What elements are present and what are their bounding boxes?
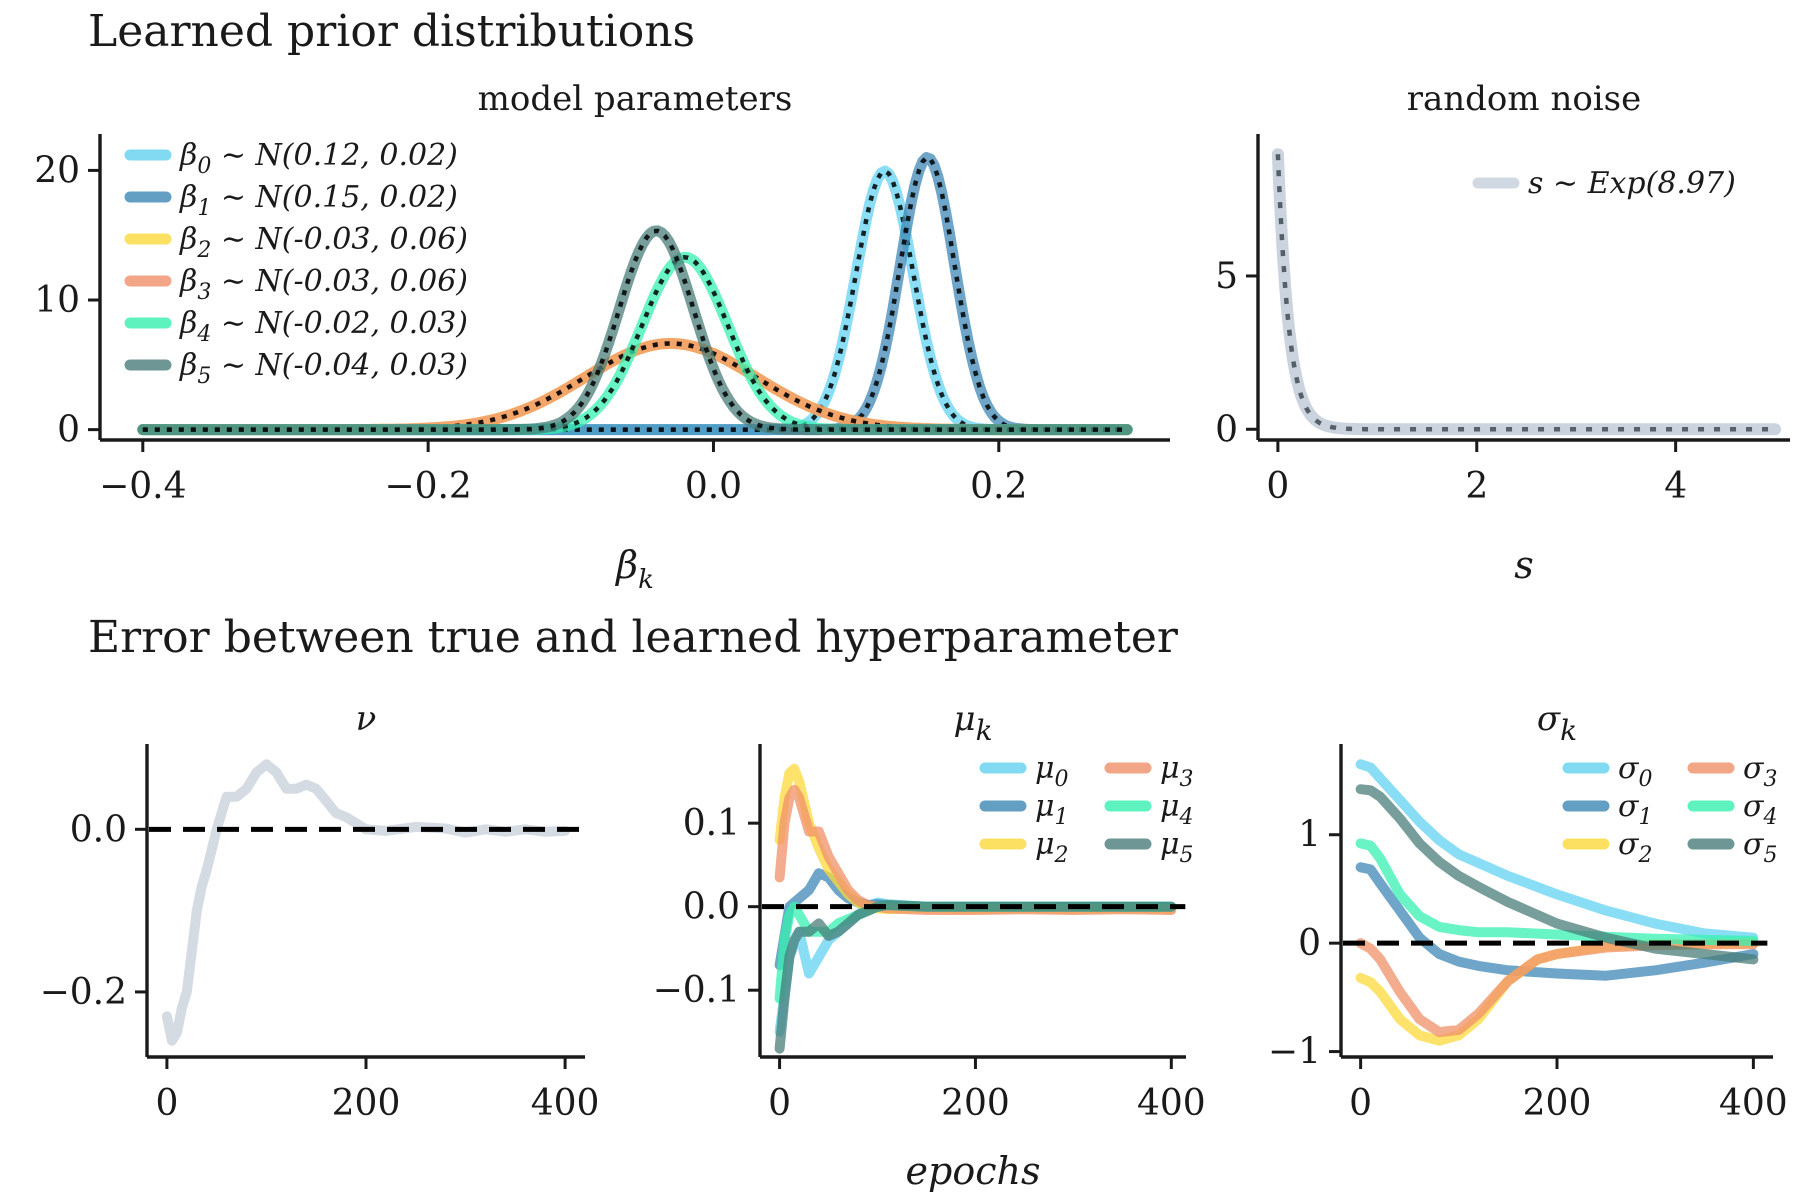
legend-label: β5 ∼ N(-0.04, 0.03) — [179, 348, 468, 389]
error-curve — [1355, 759, 1759, 943]
error-curve — [774, 900, 1177, 1054]
error-curve — [1355, 862, 1759, 981]
y-tick-label: 0.0 — [70, 809, 127, 850]
y-tick-label: −1 — [1268, 1032, 1321, 1073]
reference-density-curve — [1275, 154, 1776, 432]
legend-label: β3 ∼ N(-0.03, 0.06) — [179, 264, 468, 305]
legend-label: σ5 — [1743, 827, 1777, 868]
top-section-title: Learned prior distributions — [88, 6, 695, 57]
legend-label: β2 ∼ N(-0.03, 0.06) — [179, 222, 468, 263]
x-tick-label: 200 — [332, 1083, 401, 1124]
error-curve — [1355, 838, 1759, 946]
panel-title: σk — [1537, 699, 1577, 747]
error-curve — [161, 759, 571, 1046]
legend-label: β1 ∼ N(0.15, 0.02) — [179, 180, 458, 221]
legend-label: σ3 — [1743, 751, 1777, 792]
legend-label: σ1 — [1618, 789, 1652, 830]
legend-label: σ0 — [1618, 751, 1652, 792]
legend-label: μ0 — [1035, 751, 1069, 792]
panel-title: model parameters — [478, 79, 793, 119]
y-tick-label: −0.1 — [653, 970, 740, 1011]
x-tick-label: 0 — [1349, 1083, 1372, 1124]
y-tick-label: 0 — [1215, 409, 1238, 450]
nu-error-panel: 0 200 400 −0.2 0.0 ν — [40, 699, 600, 1124]
legend-label: σ2 — [1618, 827, 1652, 868]
x-tick-label: 2 — [1465, 466, 1488, 507]
error-curve — [774, 900, 1177, 1004]
y-tick-label: 0 — [57, 410, 80, 451]
x-tick-label: 0.0 — [685, 466, 742, 507]
legend-label: μ5 — [1160, 827, 1194, 868]
x-tick-label: 400 — [1137, 1083, 1206, 1124]
legend-label: μ2 — [1035, 827, 1069, 868]
reference-density-curve — [142, 228, 1128, 432]
x-tick-label: −0.4 — [99, 466, 186, 507]
bottom-section-title: Error between true and learned hyperpara… — [88, 612, 1179, 663]
legend-label: μ1 — [1035, 789, 1069, 830]
panel-title: μk — [953, 699, 992, 747]
y-tick-label: 0 — [1298, 923, 1321, 964]
x-axis-label: epochs — [906, 1149, 1041, 1193]
x-axis-label: βk — [614, 543, 654, 595]
x-tick-label: −0.2 — [384, 466, 471, 507]
y-tick-label: 20 — [34, 150, 80, 191]
legend-label: s ∼ Exp(8.97) — [1528, 166, 1736, 201]
legend: s ∼ Exp(8.97) — [1472, 166, 1736, 201]
legend-label: β0 ∼ N(0.12, 0.02) — [179, 138, 458, 179]
error-curve — [1355, 784, 1759, 965]
x-tick-label: 0 — [155, 1083, 178, 1124]
random-noise-panel: 0 2 4 0 5 random noise s s ∼ Exp(8.97) — [1215, 79, 1790, 587]
x-tick-label: 0 — [1266, 466, 1289, 507]
x-tick-label: 200 — [941, 1083, 1010, 1124]
legend: β0 ∼ N(0.12, 0.02)β1 ∼ N(0.15, 0.02)β2 ∼… — [124, 138, 468, 389]
x-tick-label: 200 — [1523, 1083, 1592, 1124]
y-tick-label: −0.2 — [40, 972, 127, 1013]
y-tick-label: 5 — [1215, 256, 1238, 297]
y-tick-label: 0.0 — [683, 887, 740, 928]
x-tick-label: 4 — [1664, 466, 1687, 507]
legend-label: σ4 — [1743, 789, 1777, 830]
panel-title: ν — [356, 699, 377, 739]
model-parameters-panel: −0.4 −0.2 0.0 0.2 0 10 20 model parameters βk β0 … — [34, 79, 1170, 595]
x-tick-label: 0 — [768, 1083, 791, 1124]
y-tick-label: 0.1 — [683, 803, 740, 844]
legend-label: μ4 — [1160, 789, 1194, 830]
y-tick-label: 1 — [1298, 815, 1321, 856]
x-tick-label: 400 — [531, 1083, 600, 1124]
legend-label: β4 ∼ N(-0.02, 0.03) — [179, 306, 468, 347]
panel-title: random noise — [1407, 79, 1642, 119]
x-tick-label: 400 — [1719, 1083, 1788, 1124]
y-tick-label: 10 — [34, 280, 80, 321]
x-tick-label: 0.2 — [970, 466, 1027, 507]
reference-density-curve — [142, 155, 1128, 432]
x-axis-label: s — [1514, 543, 1534, 587]
legend-label: μ3 — [1160, 751, 1194, 792]
